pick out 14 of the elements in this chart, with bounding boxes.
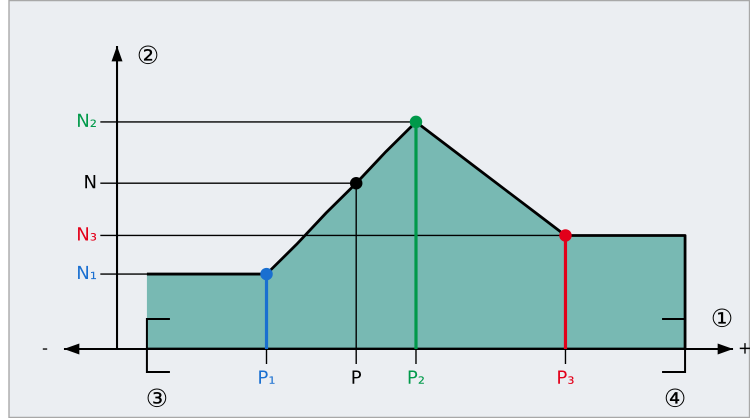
ref-line-label: N₂ (78, 114, 96, 127)
text: ④ (666, 388, 684, 408)
text: + (740, 343, 750, 354)
y-axis-title: ② (138, 45, 158, 64)
ref-line-label: N₃ (78, 227, 96, 241)
text: - (42, 348, 48, 350)
x-tick-label: P₃ (558, 370, 574, 384)
ref-line-label: N (85, 175, 96, 188)
x-tick-label: P₁ (259, 370, 275, 384)
x-tick-label: P₂ (408, 370, 424, 384)
ref-line-label: N₁ (78, 266, 96, 280)
text: ③ (148, 388, 166, 408)
x-tick-label: P (352, 370, 362, 384)
x-axis-title: ① (712, 308, 732, 328)
